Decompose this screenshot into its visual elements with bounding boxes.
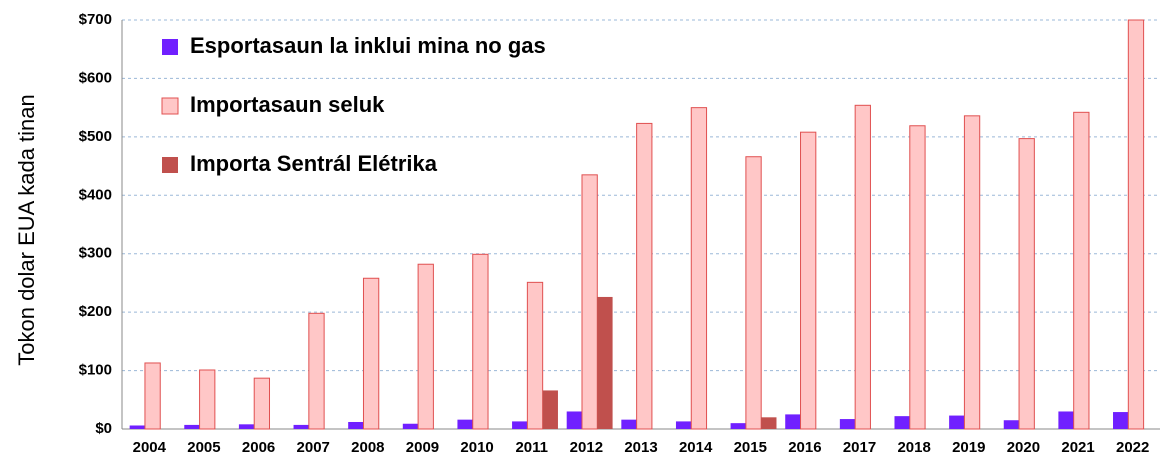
y-tick-label: $200 — [79, 303, 112, 320]
bar — [1058, 411, 1074, 429]
bar — [402, 423, 419, 429]
x-tick-label: 2022 — [1116, 439, 1149, 456]
bar — [1127, 19, 1145, 430]
bar — [238, 424, 255, 429]
y-tick-label: $400 — [79, 186, 112, 203]
y-tick-label: $100 — [79, 362, 112, 379]
x-tick-label: 2017 — [843, 439, 876, 456]
bar — [745, 156, 762, 430]
x-tick-label: 2004 — [133, 439, 167, 456]
x-tick-label: 2007 — [297, 439, 330, 456]
y-tick-label: $500 — [79, 128, 112, 145]
bar — [417, 263, 434, 430]
legend-swatch — [162, 39, 178, 55]
bar — [348, 421, 364, 429]
bar — [512, 421, 528, 429]
y-axis-label: Tokon dolar EUA kada tinan — [14, 94, 39, 366]
bar — [854, 104, 871, 430]
bar — [293, 424, 309, 429]
y-tick-label: $600 — [79, 69, 112, 86]
legend-label: Importa Sentrál Elétrika — [190, 151, 438, 176]
x-tick-label: 2005 — [187, 439, 220, 456]
x-tick-label: 2019 — [952, 439, 985, 456]
bar — [566, 411, 582, 429]
bar — [1003, 420, 1020, 429]
bar — [253, 377, 271, 430]
bar — [526, 281, 544, 430]
y-tick-label: $700 — [79, 11, 112, 28]
x-tick-label: 2013 — [624, 439, 657, 456]
bar — [909, 125, 926, 430]
bar — [894, 416, 910, 429]
bar — [1073, 111, 1090, 430]
bar — [457, 419, 473, 429]
y-tick-label: $0 — [95, 420, 112, 437]
x-tick-label: 2006 — [242, 439, 275, 456]
x-tick-label: 2020 — [1007, 439, 1040, 456]
x-tick-label: 2010 — [460, 439, 493, 456]
bar — [730, 423, 746, 429]
bar — [800, 131, 817, 430]
bar — [308, 312, 325, 430]
bar — [690, 107, 708, 430]
bar — [184, 424, 200, 429]
bar — [144, 362, 161, 430]
bar — [597, 296, 613, 429]
bar — [949, 415, 965, 429]
bar — [542, 390, 558, 429]
x-tick-label: 2018 — [897, 439, 930, 456]
bar — [581, 174, 598, 430]
x-tick-label: 2011 — [515, 439, 548, 456]
bar — [199, 369, 216, 430]
legend-swatch — [161, 97, 179, 115]
bar — [129, 425, 145, 429]
legend-swatch — [162, 157, 178, 173]
x-tick-label: 2009 — [406, 439, 439, 456]
bar — [963, 115, 981, 430]
x-tick-label: 2012 — [570, 439, 603, 456]
x-tick-label: 2014 — [679, 439, 713, 456]
legend-label: Esportasaun la inklui mina no gas — [190, 33, 546, 58]
bar — [1018, 138, 1035, 430]
x-tick-label: 2015 — [734, 439, 767, 456]
bar — [675, 421, 692, 429]
bar — [761, 417, 777, 429]
legend-label: Importasaun seluk — [190, 92, 385, 117]
bar — [621, 419, 637, 429]
bar — [636, 122, 653, 430]
x-tick-label: 2008 — [351, 439, 384, 456]
x-tick-label: 2016 — [788, 439, 821, 456]
bar — [785, 414, 801, 429]
y-tick-label: $300 — [79, 245, 112, 262]
bar — [839, 419, 856, 429]
bar — [472, 253, 489, 430]
bar — [362, 277, 380, 430]
x-tick-label: 2021 — [1061, 439, 1094, 456]
bar — [1113, 412, 1129, 429]
